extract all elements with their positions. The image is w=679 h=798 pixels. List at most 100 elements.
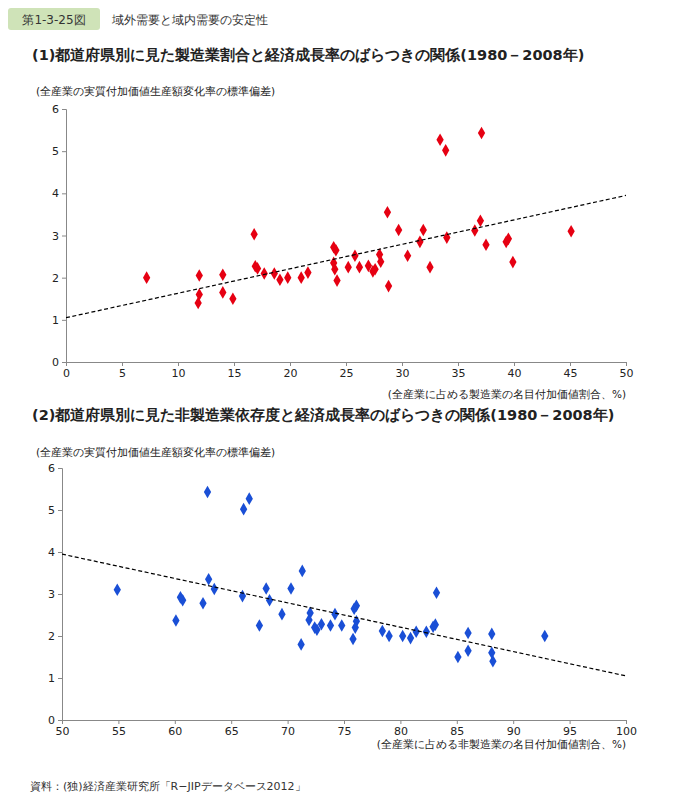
tick: 2	[48, 630, 62, 643]
tick-mark	[458, 362, 459, 366]
x-axis-title: (全産業に占める製造業の名目付加価値割合、%)	[388, 388, 626, 400]
scatter-point	[345, 261, 352, 274]
scatter-point	[429, 620, 436, 633]
scatter-point	[443, 231, 450, 244]
scatter-point	[477, 214, 484, 227]
scatter-point	[404, 249, 411, 262]
scatter-point	[423, 625, 430, 638]
scatter-point	[256, 619, 263, 632]
scatter-point	[478, 127, 485, 140]
tick-mark	[570, 720, 571, 724]
chart-title: (2)都道府県別に見た非製造業依存度と経済成長率のばらつきの関係(1980－20…	[32, 406, 614, 423]
tick-mark	[288, 720, 289, 724]
chart: (1)都道府県別に見た製造業割合と経済成長率のばらつきの関係(1980－2008…	[32, 46, 634, 400]
tick-label: 3	[52, 230, 59, 243]
tick: 4	[52, 187, 66, 200]
plot-area	[66, 127, 626, 318]
x-axis: 50556065707580859095100	[56, 720, 638, 738]
tick-label: 75	[338, 725, 352, 738]
scatter-point	[426, 261, 433, 274]
tick-mark	[58, 594, 62, 595]
tick-label: 2	[52, 272, 59, 285]
figure-title: 域外需要と域内需要の安定性	[111, 13, 268, 27]
tick-mark	[178, 362, 179, 366]
figure-number: 第1-3-25図	[22, 13, 85, 27]
scatter-point	[199, 597, 206, 610]
scatter-point	[229, 292, 236, 305]
scatter-point	[351, 602, 358, 615]
scatter-point	[377, 255, 384, 268]
tick-mark	[457, 720, 458, 724]
tick-label: 1	[52, 314, 59, 327]
tick: 90	[507, 720, 521, 738]
trend-line	[62, 554, 626, 676]
tick: 2	[52, 272, 66, 285]
scatter-point	[399, 630, 406, 643]
scatter-point	[304, 266, 311, 279]
scatter-point	[379, 625, 386, 638]
figure-number-box	[8, 8, 100, 30]
scatter-point	[246, 492, 253, 505]
tick-mark	[346, 362, 347, 366]
scatter-point	[420, 224, 427, 237]
scatter-point	[407, 632, 414, 645]
tick-mark	[344, 720, 345, 724]
tick-mark	[62, 236, 66, 237]
scatter-point	[489, 655, 496, 668]
scatter-point	[254, 262, 261, 275]
scatter-point	[413, 625, 420, 638]
scatter-point	[299, 565, 306, 578]
tick: 5	[48, 504, 62, 517]
tick: 1	[48, 672, 62, 685]
scatter-point	[276, 273, 283, 286]
scatter-point	[338, 619, 345, 632]
scatter-point	[219, 268, 226, 281]
scatter-point	[240, 503, 247, 516]
chart: (2)都道府県別に見た非製造業依存度と経済成長率のばらつきの関係(1980－20…	[32, 406, 637, 750]
tick-mark	[570, 362, 571, 366]
tick: 25	[340, 362, 354, 380]
scatter-point	[567, 225, 574, 238]
tick: 55	[112, 720, 126, 738]
tick-mark	[231, 720, 232, 724]
scatter-point	[416, 236, 423, 249]
tick-label: 5	[52, 145, 59, 158]
axis-line	[58, 469, 63, 721]
tick-label: 2	[48, 630, 55, 643]
scatter-point	[311, 621, 318, 634]
scatter-point	[278, 608, 285, 621]
tick: 10	[172, 362, 186, 380]
scatter-point	[297, 638, 304, 651]
y-axis-title: (全産業の実質付加価値生産額変化率の標準偏差)	[36, 85, 275, 97]
tick-label: 65	[225, 725, 239, 738]
x-axis: 05101520253035404550	[63, 362, 634, 380]
scatter-point	[196, 269, 203, 282]
figure: 第1-3-25図域外需要と域内需要の安定性資料：(独)経済産業研究所「R−JIP…	[0, 0, 679, 798]
tick-label: 1	[48, 672, 55, 685]
scatter-point	[333, 274, 340, 287]
scatter-point	[177, 591, 184, 604]
tick-mark	[62, 362, 66, 363]
tick: 75	[338, 720, 352, 738]
scatter-point	[464, 644, 471, 657]
scatter-point	[471, 224, 478, 237]
tick: 3	[52, 230, 66, 243]
scatter-point	[384, 206, 391, 219]
tick-label: 5	[48, 504, 55, 517]
scatter-point	[251, 228, 258, 241]
tick: 50	[56, 720, 70, 738]
tick-label: 6	[48, 462, 55, 475]
tick: 4	[48, 546, 62, 559]
tick-mark	[62, 151, 66, 152]
axis-line	[62, 110, 67, 363]
x-axis-title: (全産業に占める非製造業の名目付加価値割合、%)	[377, 738, 626, 750]
tick: 85	[450, 720, 464, 738]
tick-mark	[62, 320, 66, 321]
scatter-point	[284, 271, 291, 284]
tick-mark	[513, 720, 514, 724]
scatter-point	[488, 628, 495, 641]
scatter-point	[305, 614, 312, 627]
tick: 50	[620, 362, 634, 380]
tick-mark	[58, 678, 62, 679]
scatter-point	[172, 614, 179, 627]
